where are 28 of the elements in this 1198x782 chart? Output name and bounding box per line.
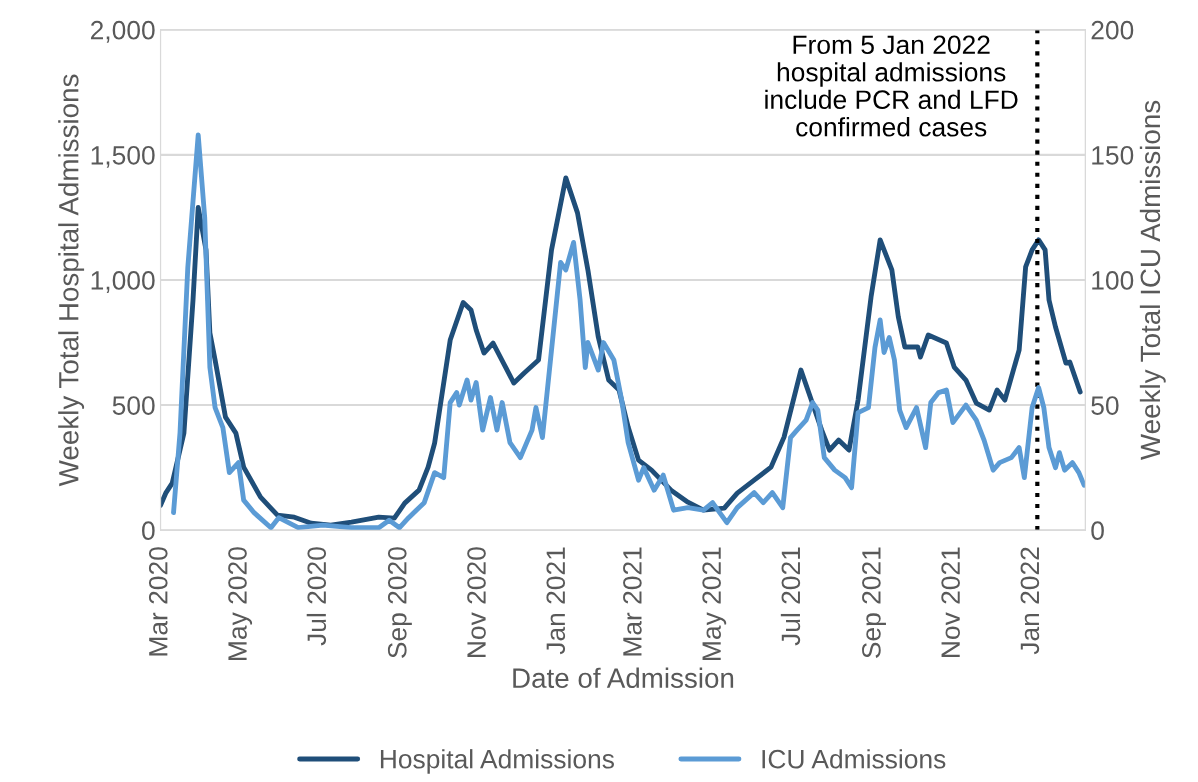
x-tick-label: Nov 2020 <box>467 547 486 657</box>
x-tick-label: Sep 2020 <box>387 547 412 658</box>
y-tick-label: 500 <box>112 396 155 415</box>
y-tick-label: 1,000 <box>91 271 155 293</box>
y2-tick-label: 200 <box>1091 20 1134 40</box>
x-tick-label: Mar 2020 <box>148 547 168 656</box>
x-tick-label: May 2020 <box>228 547 253 660</box>
x-tick-label: May 2021 <box>702 547 727 660</box>
y-tick-label: 0 <box>142 521 155 541</box>
legend-label: Hospital Admissions <box>380 749 614 774</box>
y-tick-label: 1,500 <box>91 145 155 168</box>
legend-label: ICU Admissions <box>762 749 946 769</box>
y2-tick-label: 50 <box>1091 396 1119 415</box>
y2-tick-label: 100 <box>1092 271 1134 290</box>
x-tick-label: Jul 2020 <box>306 547 327 646</box>
y2-axis-title: Weekly Total ICU Admissions <box>1139 100 1166 460</box>
x-tick-label: Sep 2021 <box>862 547 886 658</box>
y-tick-label: 2,000 <box>90 20 155 43</box>
annotation: From 5 Jan 2022 hospital admissions include PCR and LFD confirmed cases <box>765 35 1018 137</box>
y2-tick-label: 150 <box>1092 145 1134 165</box>
x-tick-label: Jan 2021 <box>546 547 566 655</box>
x-tick-label: Nov 2021 <box>941 547 960 657</box>
x-axis-title: Date of Admission <box>513 667 734 689</box>
x-tick-label: Mar 2021 <box>623 547 642 656</box>
x-tick-label: Jan 2022 <box>1020 547 1040 655</box>
x-tick-label: Jul 2021 <box>780 547 801 646</box>
y2-tick-label: 0 <box>1091 521 1104 541</box>
y-axis-title: Weekly Total Hospital Admissions <box>58 74 85 487</box>
